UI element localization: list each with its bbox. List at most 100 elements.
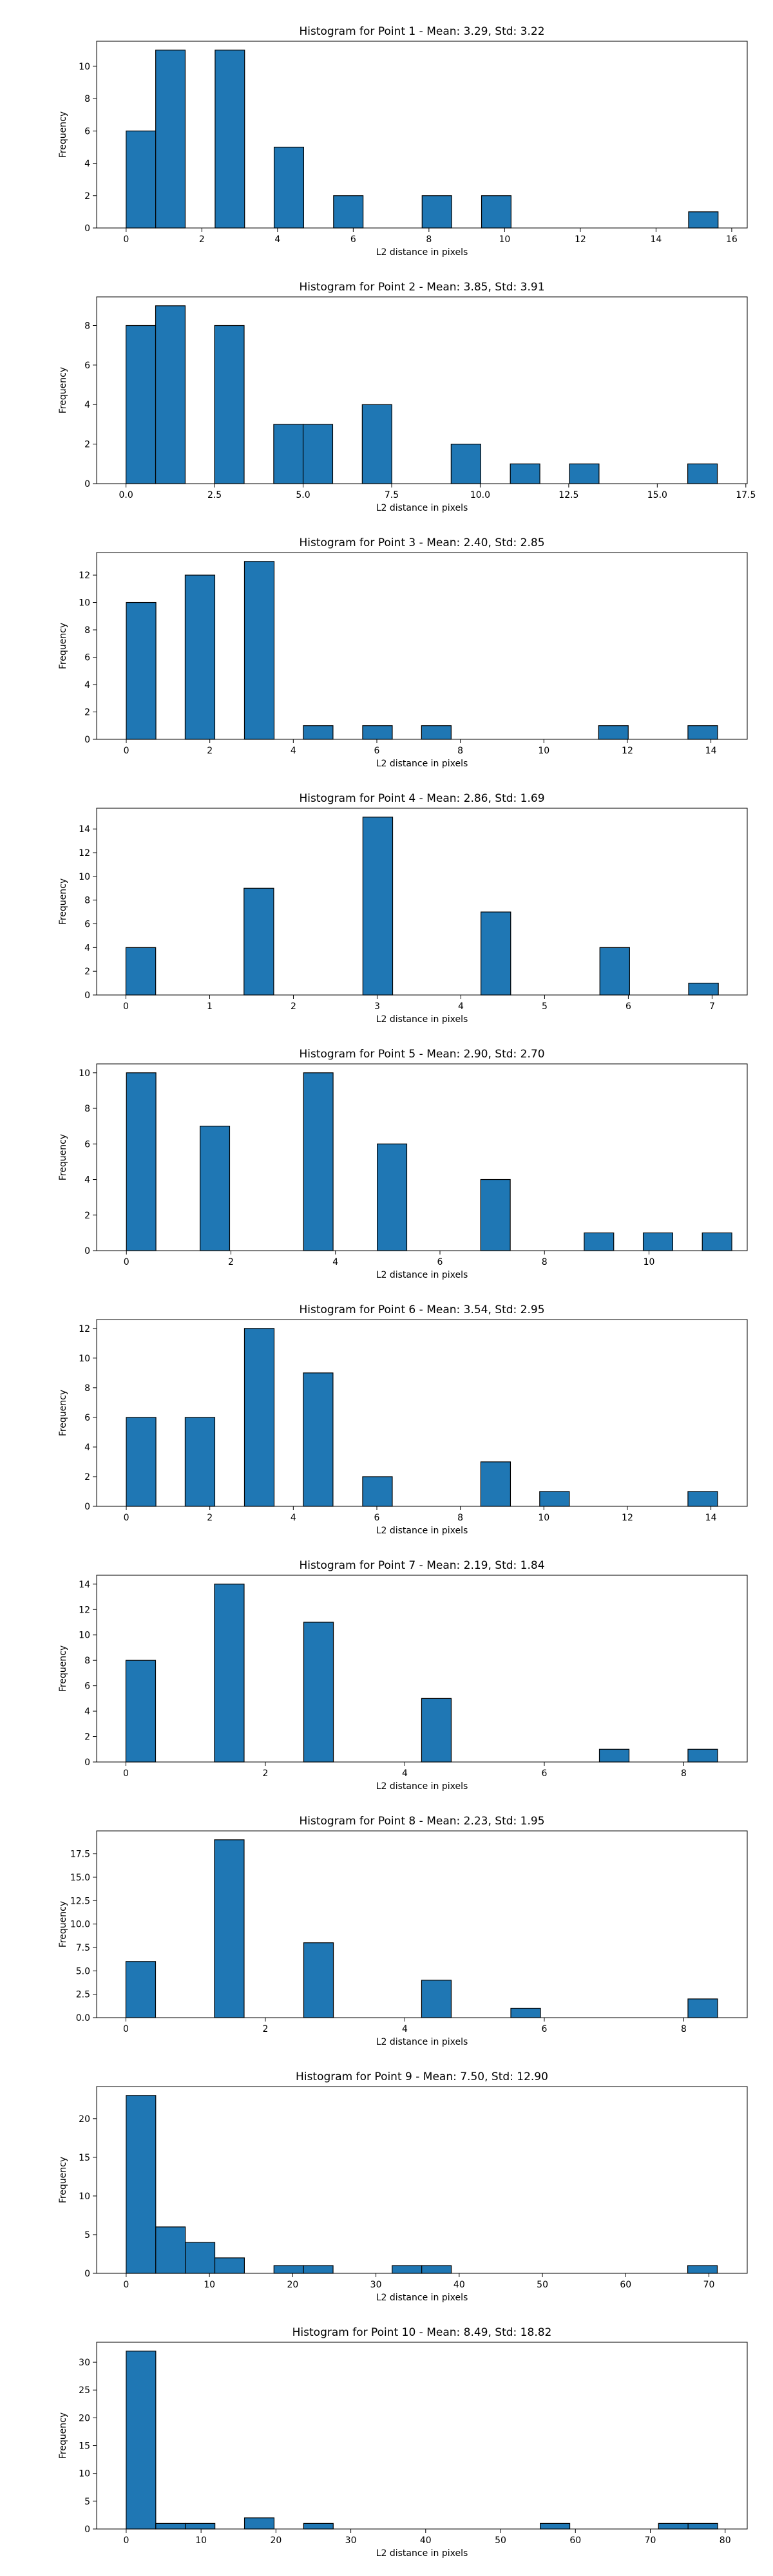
histogram-panel-8: Histogram for Point 8 - Mean: 2.23, Std:… <box>58 1815 748 2047</box>
histogram-bar <box>392 2265 423 2274</box>
y-axis-label: Frequency <box>58 1390 68 1436</box>
y-tick-label: 0 <box>84 1502 90 1512</box>
histogram-bar <box>214 2257 245 2274</box>
histogram-bar <box>333 195 364 229</box>
x-tick-label: 70 <box>703 2280 715 2290</box>
y-tick-label: 25 <box>79 2385 90 2396</box>
y-tick-label: 6 <box>84 920 90 930</box>
histogram-panel-3: Histogram for Point 3 - Mean: 2.40, Std:… <box>58 536 748 769</box>
axes-frame <box>96 1063 748 1251</box>
y-tick-label: 8 <box>84 896 90 906</box>
histogram-bar <box>539 1491 570 1507</box>
histogram-bar <box>362 725 393 740</box>
y-tick-label: 4 <box>84 1175 90 1186</box>
histogram-bar <box>362 817 394 996</box>
histogram-bar <box>701 1232 732 1251</box>
x-tick-label: 12.5 <box>558 490 578 500</box>
histogram-bar <box>480 1461 511 1507</box>
histogram-bar <box>155 2226 186 2274</box>
histogram-panel-6: Histogram for Point 6 - Mean: 3.54, Std:… <box>58 1303 748 1536</box>
histogram-bar <box>421 725 452 740</box>
x-tick-label: 0 <box>124 746 129 756</box>
chart-title: Histogram for Point 1 - Mean: 3.29, Std:… <box>299 25 544 38</box>
histogram-bar <box>302 424 334 484</box>
x-tick-label: 0 <box>123 234 129 245</box>
x-tick-label: 80 <box>720 2535 731 2546</box>
histogram-bar <box>303 2523 334 2530</box>
histogram-bar <box>510 463 540 484</box>
histogram-bar <box>200 1126 231 1251</box>
histogram-bar <box>687 1491 718 1507</box>
histogram-bar <box>688 211 719 229</box>
x-tick-label: 12 <box>622 1513 633 1523</box>
x-tick-label: 0 <box>123 2535 129 2546</box>
x-tick-label: 6 <box>625 1001 631 1012</box>
x-tick-label: 60 <box>620 2280 631 2290</box>
histogram-bar <box>480 1179 511 1251</box>
histogram-bar <box>273 146 304 229</box>
y-tick-label: 14 <box>79 1580 90 1590</box>
histogram-bar <box>243 2517 275 2530</box>
y-tick-label: 5 <box>84 2230 90 2240</box>
histogram-bar <box>362 1476 393 1507</box>
histogram-bar <box>361 404 392 484</box>
x-axis-label: L2 distance in pixels <box>376 2548 468 2559</box>
y-tick-label: 5 <box>84 2497 90 2507</box>
x-axis-label: L2 distance in pixels <box>376 503 468 513</box>
y-tick-label: 6 <box>84 1139 90 1150</box>
y-tick-label: 10 <box>79 872 90 882</box>
y-tick-label: 20 <box>79 2114 90 2125</box>
y-tick-label: 30 <box>79 2358 90 2368</box>
histogram-bar <box>658 2523 689 2530</box>
x-tick-label: 4 <box>458 1001 464 1012</box>
y-tick-label: 4 <box>84 400 90 410</box>
histogram-bar <box>303 1622 334 1763</box>
x-tick-label: 4 <box>291 746 296 756</box>
histogram-bar <box>185 2242 216 2274</box>
histogram-bar <box>303 1072 334 1251</box>
y-tick-label: 4 <box>84 1707 90 1717</box>
y-tick-label: 2 <box>84 967 90 977</box>
histogram-bar <box>303 725 334 740</box>
x-tick-label: 10 <box>499 234 510 245</box>
y-tick-label: 15 <box>79 2441 90 2452</box>
y-tick-label: 6 <box>84 1681 90 1692</box>
histogram-bar <box>642 1232 673 1251</box>
y-tick-label: 12 <box>79 571 90 581</box>
histogram-bar <box>155 305 186 484</box>
y-tick-label: 10 <box>79 2192 90 2202</box>
chart-title: Histogram for Point 7 - Mean: 2.19, Std:… <box>299 1559 544 1572</box>
y-tick-label: 10 <box>79 62 90 72</box>
histogram-bar <box>126 1072 157 1251</box>
y-tick-label: 0 <box>84 735 90 745</box>
x-tick-label: 8 <box>681 2024 687 2034</box>
y-tick-label: 20 <box>79 2413 90 2423</box>
x-tick-label: 70 <box>645 2535 656 2546</box>
histogram-bar <box>421 195 452 229</box>
histogram-panel-5: Histogram for Point 5 - Mean: 2.90, Std:… <box>58 1048 748 1280</box>
y-tick-label: 8 <box>84 1104 90 1114</box>
histogram-bar <box>598 725 629 740</box>
chart-title: Histogram for Point 5 - Mean: 2.90, Std:… <box>299 1048 544 1061</box>
y-tick-label: 14 <box>79 824 90 835</box>
x-tick-label: 10 <box>538 1513 549 1523</box>
histogram-bar <box>481 195 511 229</box>
x-tick-label: 2 <box>291 1001 296 1012</box>
histogram-bar <box>688 982 719 996</box>
y-tick-label: 4 <box>84 943 90 953</box>
axes-frame <box>96 2086 748 2274</box>
y-tick-label: 4 <box>84 1443 90 1453</box>
y-tick-label: 10 <box>79 1631 90 1641</box>
y-tick-label: 0 <box>84 1757 90 1768</box>
y-tick-label: 5.0 <box>76 1966 90 1976</box>
histogram-bar <box>125 947 157 996</box>
histogram-bar <box>303 2265 334 2274</box>
x-tick-label: 7 <box>709 1001 715 1012</box>
histogram-bar <box>687 1998 718 2018</box>
x-tick-label: 0 <box>123 1768 129 1779</box>
x-axis-label: L2 distance in pixels <box>376 247 468 258</box>
y-tick-label: 4 <box>84 680 90 690</box>
x-tick-label: 2.5 <box>207 490 222 500</box>
y-tick-label: 15 <box>79 2153 90 2163</box>
